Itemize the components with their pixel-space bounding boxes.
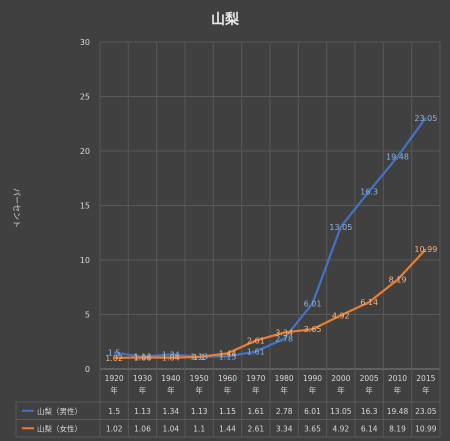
x-tick-suffix: 年	[394, 385, 402, 395]
y-tick-label: 10	[80, 256, 90, 265]
x-tick-label: 1930	[133, 374, 152, 383]
table-cell: 1.61	[247, 407, 264, 416]
table-cell: 1.5	[108, 407, 120, 416]
x-tick-suffix: 年	[422, 385, 430, 395]
x-tick-suffix: 年	[365, 385, 373, 395]
data-labels: 1.5 1.13 1.34 1.13 1.15 1.61 2.78 6.01 13.05 16.3…	[105, 114, 437, 363]
data-label: 4.92	[332, 311, 350, 320]
table-cell: 4.92	[332, 424, 349, 433]
table-cell: 1.02	[106, 424, 123, 433]
x-tick-label: 2015	[416, 374, 435, 383]
data-label: 3.34	[275, 329, 293, 338]
y-tick-label: 20	[80, 147, 90, 156]
table-cell: 1.04	[162, 424, 179, 433]
y-tick-label: 0	[85, 365, 90, 374]
data-label: 1.13	[190, 353, 208, 362]
series-lines	[114, 117, 427, 359]
x-tick-suffix: 年	[224, 385, 232, 395]
x-tick-label: 1950	[190, 374, 209, 383]
data-label: 6.14	[360, 298, 378, 307]
table-cell: 1.34	[162, 407, 179, 416]
data-label: 1.1	[193, 353, 206, 362]
x-tick-label: 1960	[218, 374, 237, 383]
series-line-male	[114, 117, 427, 358]
table-cell: 6.01	[304, 407, 321, 416]
x-tick-suffix: 年	[110, 385, 118, 395]
data-label: 1.61	[247, 347, 265, 356]
grid	[99, 41, 441, 437]
y-ticks: 0 5 10 15 20 25 30	[80, 38, 90, 374]
table-cell: 1.06	[134, 424, 151, 433]
legend-label: 山梨（男性）	[37, 406, 82, 416]
x-tick-suffix: 年	[309, 385, 317, 395]
x-tick-suffix: 年	[280, 385, 288, 395]
table-cell: 1.1	[193, 424, 205, 433]
data-label: 2.61	[247, 337, 265, 346]
x-tick-label: 1970	[246, 374, 265, 383]
data-label: 10.99	[414, 245, 437, 254]
data-label: 3.65	[304, 325, 322, 334]
data-label: 6.01	[304, 299, 322, 308]
series-line-female	[114, 248, 427, 359]
data-label: 23.05	[414, 114, 437, 123]
data-label: 1.04	[162, 354, 180, 363]
x-tick-suffix: 年	[167, 385, 175, 395]
table-cell: 23.05	[415, 407, 437, 416]
x-tick-suffix: 年	[252, 385, 260, 395]
table-cell: 16.3	[361, 407, 378, 416]
data-label: 1.15	[219, 352, 237, 361]
x-tick-suffix: 年	[139, 385, 147, 395]
y-axis-label: パーセント	[12, 188, 21, 228]
data-label: 1.06	[134, 353, 152, 362]
table-cell: 8.19	[389, 424, 406, 433]
table-cell: 2.61	[247, 424, 264, 433]
table-cell: 1.44	[219, 424, 236, 433]
table-cell: 1.13	[134, 407, 151, 416]
data-label: 1.34	[162, 350, 180, 359]
table-cell: 10.99	[415, 424, 437, 433]
table-cell: 2.78	[276, 407, 293, 416]
data-table: 1920 年 1930 年 1940 年 1950 年 1960 年 1970 年 1980 年 1990 年…	[15, 374, 440, 438]
data-label: 1.13	[134, 353, 152, 362]
data-label: 8.19	[389, 276, 407, 285]
x-tick-suffix: 年	[195, 385, 203, 395]
y-tick-label: 30	[80, 38, 90, 47]
legend-label: 山梨（女性）	[37, 423, 82, 433]
data-label: 1.02	[105, 354, 123, 363]
y-tick-label: 5	[85, 311, 90, 320]
chart-title: 山梨	[211, 11, 240, 28]
x-tick-label: 1980	[275, 374, 294, 383]
data-label: 19.48	[386, 153, 409, 162]
x-tick-suffix: 年	[337, 385, 345, 395]
x-tick-label: 2005	[360, 374, 379, 383]
x-tick-label: 2010	[388, 374, 407, 383]
data-label: 13.05	[329, 223, 352, 232]
x-tick-label: 1920	[105, 374, 124, 383]
table-cell: 19.48	[387, 407, 409, 416]
table-cell: 1.13	[191, 407, 208, 416]
data-label: 16.3	[360, 187, 378, 196]
table-cell: 3.65	[304, 424, 321, 433]
table-cell: 6.14	[361, 424, 378, 433]
data-label: 1.5	[108, 349, 121, 358]
data-label: 1.44	[219, 349, 237, 358]
x-tick-label: 1990	[303, 374, 322, 383]
data-label: 2.78	[275, 335, 293, 344]
y-tick-label: 25	[80, 93, 90, 102]
x-tick-label: 1940	[161, 374, 180, 383]
x-tick-label: 2000	[331, 374, 350, 383]
table-cell: 1.15	[219, 407, 236, 416]
table-cell: 3.34	[276, 424, 293, 433]
y-tick-label: 15	[80, 202, 90, 211]
table-cell: 13.05	[330, 407, 352, 416]
